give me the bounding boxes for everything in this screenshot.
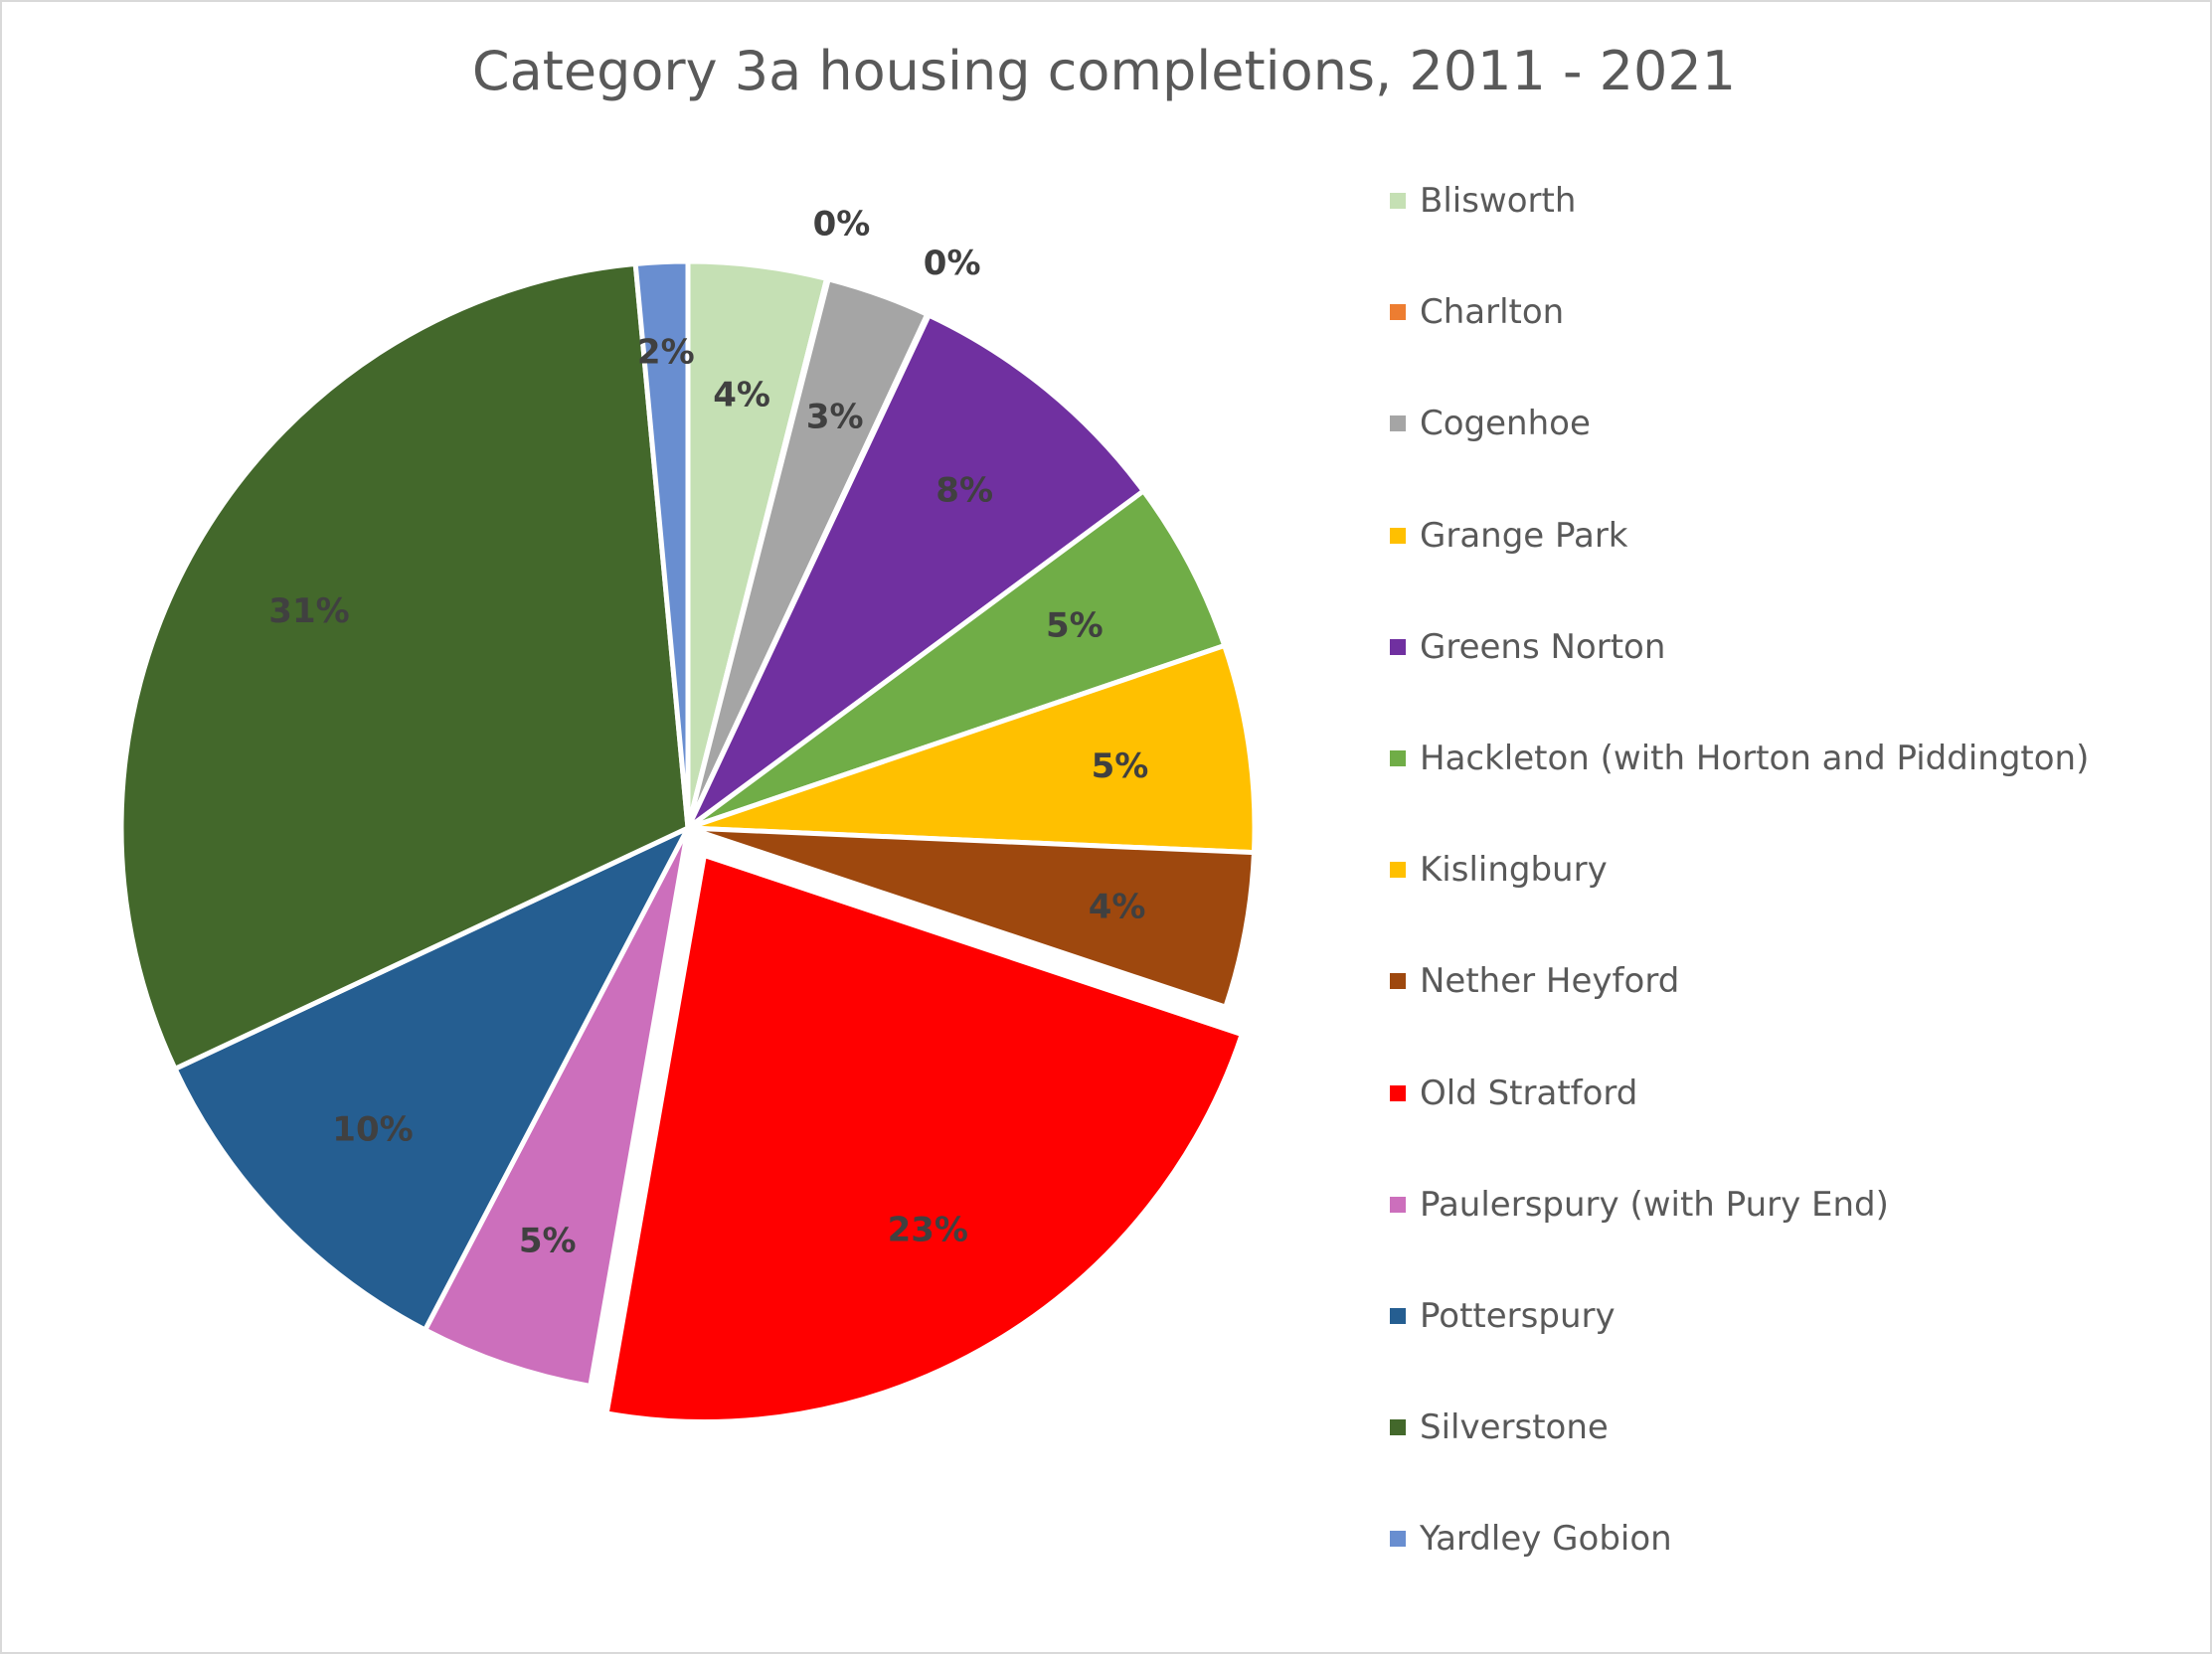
legend-label: Charlton <box>1420 292 1565 333</box>
legend-item-kislingbury: Kislingbury <box>1390 850 1608 890</box>
legend-item-potterspury: Potterspury <box>1390 1296 1616 1336</box>
chart-title: Category 3a housing completions, 2011 - … <box>471 40 1737 102</box>
pie-slice-hackleton-with-horton-and-piddington <box>686 487 1228 831</box>
data-label-hackleton-with-horton-and-piddington: 5% <box>1046 605 1104 645</box>
data-label-silverstone: 31% <box>268 591 349 631</box>
data-label-yardley-gobion: 2% <box>637 333 695 373</box>
pie-slice-old-stratford <box>603 852 1246 1424</box>
legend-swatch <box>1390 193 1406 209</box>
legend-label: Blisworth <box>1420 181 1577 221</box>
legend-item-greens-norton: Greens Norton <box>1390 627 1665 667</box>
legend-label: Cogenhoe <box>1420 404 1591 444</box>
legend-label: Old Stratford <box>1420 1073 1638 1113</box>
legend-label: Grange Park <box>1420 515 1628 556</box>
data-label-potterspury: 10% <box>332 1110 413 1150</box>
legend-item-paulerspury-with-pury-end: Paulerspury (with Pury End) <box>1390 1185 1889 1225</box>
legend-swatch <box>1390 1196 1406 1213</box>
data-label-cogenhoe: 3% <box>806 398 864 437</box>
legend-item-grange-park: Grange Park <box>1390 516 1628 556</box>
legend-swatch <box>1390 304 1406 321</box>
legend-item-nether-heyford: Nether Heyford <box>1390 961 1679 1001</box>
pie-slice-kislingbury <box>687 642 1258 856</box>
legend-label: Potterspury <box>1420 1296 1616 1336</box>
legend-label: Hackleton (with Horton and Piddington) <box>1420 739 2090 778</box>
data-label-blisworth: 4% <box>713 375 770 414</box>
legend-swatch <box>1390 1419 1406 1436</box>
legend-item-old-stratford: Old Stratford <box>1390 1074 1637 1113</box>
legend-label: Greens Norton <box>1420 626 1666 667</box>
legend-label: Paulerspury (with Pury End) <box>1420 1184 1889 1225</box>
data-label-paulerspury-with-pury-end: 5% <box>519 1222 577 1261</box>
legend-label: Nether Heyford <box>1420 961 1680 1002</box>
legend-swatch <box>1390 862 1406 879</box>
pie-slice-nether-heyford <box>687 825 1258 1011</box>
legend-item-silverstone: Silverstone <box>1390 1407 1609 1447</box>
legend-swatch <box>1390 1084 1406 1101</box>
legend-item-yardley-gobion: Yardley Gobion <box>1390 1519 1672 1559</box>
legend-item-charlton: Charlton <box>1390 292 1564 332</box>
legend-item-cogenhoe: Cogenhoe <box>1390 404 1591 443</box>
legend-swatch <box>1390 1531 1406 1548</box>
legend-swatch <box>1390 527 1406 544</box>
pie-slice-potterspury <box>171 822 694 1334</box>
legend-item-blisworth: Blisworth <box>1390 181 1576 221</box>
legend-swatch <box>1390 750 1406 766</box>
legend-label: Yardley Gobion <box>1420 1519 1672 1560</box>
legend-swatch <box>1390 415 1406 432</box>
legend-label: Silverstone <box>1420 1407 1609 1448</box>
legend-swatch <box>1390 973 1406 990</box>
data-label-nether-heyford: 4% <box>1089 888 1146 927</box>
data-label-greens-norton: 8% <box>936 471 993 511</box>
data-label-old-stratford: 23% <box>888 1210 968 1249</box>
data-label-kislingbury: 5% <box>1092 746 1149 786</box>
pie-slice-greens-norton <box>685 311 1147 831</box>
data-label-charlton: 0% <box>813 204 871 244</box>
legend-item-hackleton-with-horton-and-piddington: Hackleton (with Horton and Piddington) <box>1390 739 2089 778</box>
legend-swatch <box>1390 638 1406 655</box>
pie-slice-silverstone <box>118 260 691 1073</box>
legend-label: Kislingbury <box>1420 850 1608 891</box>
pie-slice-paulerspury-with-pury-end <box>422 826 691 1390</box>
legend-swatch <box>1390 1308 1406 1324</box>
data-label-grange-park: 0% <box>924 244 981 283</box>
pie-slice-yardley-gobion <box>632 258 691 829</box>
